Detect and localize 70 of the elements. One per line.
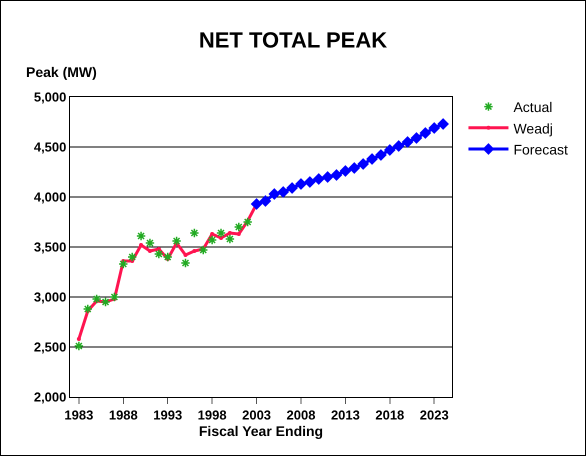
point: [82, 304, 93, 314]
point: [118, 259, 128, 269]
x-tick-label: 1988: [108, 408, 138, 423]
point: [228, 231, 232, 235]
point: [183, 253, 188, 257]
point: [145, 238, 155, 248]
point: [92, 294, 102, 304]
point: [236, 232, 241, 236]
legend-label: Weadj: [513, 120, 553, 136]
x-axis-title: Fiscal Year Ending: [198, 422, 324, 439]
point: [148, 249, 152, 253]
point: [74, 341, 84, 351]
point: [437, 118, 449, 130]
point: [330, 169, 342, 181]
point: [216, 228, 226, 238]
point: [340, 165, 352, 177]
point: [420, 127, 432, 139]
point: [392, 140, 405, 152]
legend-label: Actual: [513, 99, 552, 116]
x-tick-label: 2013: [330, 408, 360, 423]
x-tick-label: 2023: [420, 408, 449, 423]
y-tick-label: 4,500: [34, 140, 66, 155]
point: [100, 297, 110, 307]
point: [268, 188, 280, 200]
point: [172, 236, 182, 246]
x-tick-label: 1998: [198, 408, 227, 423]
point: [384, 144, 396, 156]
point: [402, 136, 414, 148]
point: [312, 173, 325, 185]
point: [286, 182, 298, 194]
y-tick-label: 2,000: [34, 390, 66, 405]
point: [192, 249, 196, 253]
point: [260, 195, 272, 207]
x-tick-label: 1983: [64, 408, 94, 423]
point: [322, 171, 334, 183]
y-tick-label: 3,500: [34, 240, 66, 255]
y-tick-label: 2,500: [34, 340, 66, 355]
point: [250, 198, 262, 210]
point: [127, 252, 138, 262]
point: [428, 122, 440, 134]
point: [234, 222, 244, 232]
y-tick-label: 4,000: [34, 190, 66, 205]
chart-title: NET TOTAL PEAK: [198, 27, 388, 52]
point: [180, 258, 190, 268]
y-axis-title: Peak (MW): [26, 64, 97, 80]
x-tick-label: 2003: [242, 408, 272, 423]
point: [348, 162, 360, 174]
x-tick-label: 1993: [153, 408, 182, 423]
point: [154, 249, 164, 259]
point: [295, 178, 307, 190]
point: [375, 149, 387, 161]
point: [76, 337, 81, 341]
point: [410, 132, 422, 144]
y-tick-label: 5,000: [34, 90, 66, 105]
point: [162, 252, 173, 262]
point: [304, 176, 316, 188]
x-tick-label: 2008: [286, 408, 316, 423]
point: [277, 186, 290, 198]
point: [366, 153, 378, 165]
point: [136, 231, 146, 241]
point: [189, 228, 200, 238]
legend-label: Forecast: [513, 141, 568, 158]
point: [207, 235, 218, 245]
y-tick-label: 3,000: [34, 290, 66, 305]
x-tick-label: 2018: [375, 408, 404, 423]
point: [109, 292, 120, 302]
point: [242, 217, 253, 227]
point: [198, 245, 208, 255]
point: [224, 234, 235, 244]
point: [357, 158, 370, 170]
